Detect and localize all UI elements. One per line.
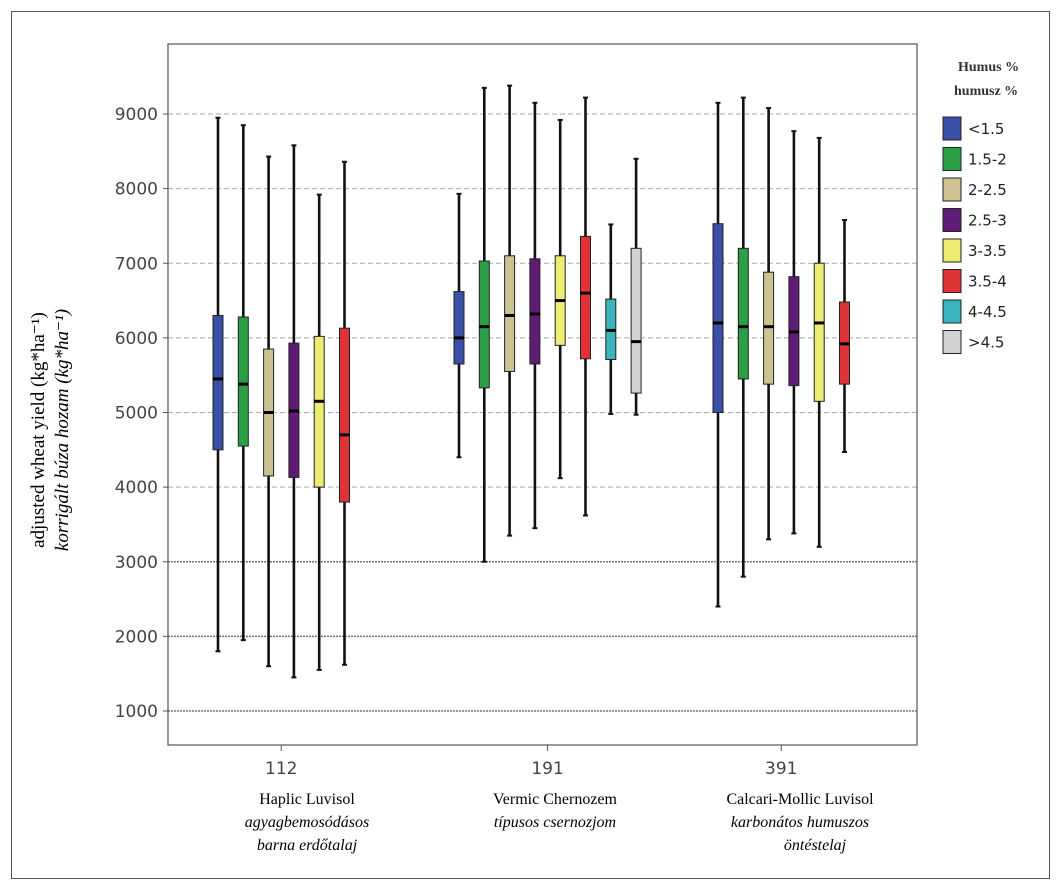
category-caption-hungarian: agyagbemosódásos [245,814,369,831]
boxes [212,84,850,679]
box-112-<1.5 [212,116,224,653]
legend-swatch [942,116,962,141]
box-iqr [212,314,224,451]
legend-label: 3.5-4 [968,273,1007,291]
category-caption-english: Vermic Chernozem [493,791,618,808]
box-191-3.5-4 [580,96,591,517]
legend-swatch [942,147,962,171]
legend-label: >4.5 [968,334,1004,352]
box-iqr [237,316,249,447]
legend-label: 4-4.5 [968,303,1007,321]
y-tick-label: 8000 [115,180,158,200]
box-191-2.5-3 [529,101,541,530]
category-caption-hungarian: karbonátos humuszos [731,814,869,831]
box-112-3.5-4 [339,160,350,666]
y-tick-label: 1000 [115,702,158,722]
y-tick-label: 6000 [115,329,158,349]
legend-swatch [942,330,962,354]
labels: 1000 2000 3000 4000 5000 6000 7000 8000 9000 112 H… [28,105,874,854]
legend-label: <1.5 [968,120,1004,138]
box-iqr [529,258,541,365]
legend-swatch [942,208,962,232]
y-axis-title: adjusted wheat yield (kg*ha⁻¹) [28,312,49,548]
x-tick-label: 112 [265,759,297,779]
box-391-<1.5 [712,101,724,608]
y-tick-label: 4000 [115,478,158,498]
box-191-3-3.5 [554,118,566,480]
category-caption-hungarian-2: öntéstelaj [784,837,847,854]
box-iqr [813,262,825,402]
y-tick-label: 7000 [115,254,158,274]
box-391-2-2.5 [763,107,775,541]
y-tick-label: 3000 [115,553,158,573]
legend-label: 2-2.5 [968,181,1007,199]
box-iqr [478,260,490,389]
box-iqr [737,247,749,380]
category-caption-english: Haplic Luvisol [259,791,355,808]
box-iqr [580,235,591,360]
box-191-2-2.5 [504,84,516,537]
box-iqr [313,335,325,488]
box-112-2-2.5 [263,155,275,668]
legend-title-hungarian: humusz % [954,84,1018,99]
legend: Humus % humusz % <1.5 1.5-2 2-2.5 2.5-3 3-3.5 3… [942,60,1019,354]
box-191-4-4.5 [605,223,617,415]
box-112-2.5-3 [288,144,300,679]
box-iqr [339,327,350,503]
legend-swatch [942,238,962,263]
legend-label: 1.5-2 [968,151,1007,169]
figure-frame [11,11,1050,879]
box-391-2.5-3 [788,130,800,535]
box-iqr [504,255,516,372]
axes [163,43,918,751]
y-tick-label: 2000 [115,627,158,647]
box-391-3.5-4 [839,218,850,454]
box-112-3-3.5 [313,193,325,671]
legend-title: Humus % [958,60,1019,75]
box-191->4.5 [630,157,642,416]
legend-swatch [942,299,962,324]
gridlines [168,113,917,712]
box-iqr [453,291,465,365]
legend-label: 3-3.5 [968,242,1007,260]
category-caption-hungarian-2: barna erdőtalaj [257,837,358,854]
legend-label: 2.5-3 [968,212,1007,230]
legend-swatch [942,177,962,202]
box-391-3-3.5 [813,136,825,548]
box-191-<1.5 [453,192,465,459]
box-191-1.5-2 [478,86,490,563]
y-tick-label: 5000 [115,404,158,424]
y-tick-label: 9000 [115,105,158,125]
box-iqr [630,247,642,394]
x-tick-label: 391 [765,759,797,779]
plot-area-border [167,43,918,746]
y-axis-title-italic: korrigált búza hozam (kg*ha⁻¹) [52,309,73,551]
box-391-1.5-2 [737,96,749,578]
category-caption-english: Calcari-Mollic Luvisol [726,791,874,808]
legend-swatch [942,269,962,293]
category-caption-hungarian: típusos csernozjom [494,814,616,831]
box-112-1.5-2 [237,124,249,642]
box-iqr [712,223,724,413]
x-tick-label: 191 [531,759,563,779]
